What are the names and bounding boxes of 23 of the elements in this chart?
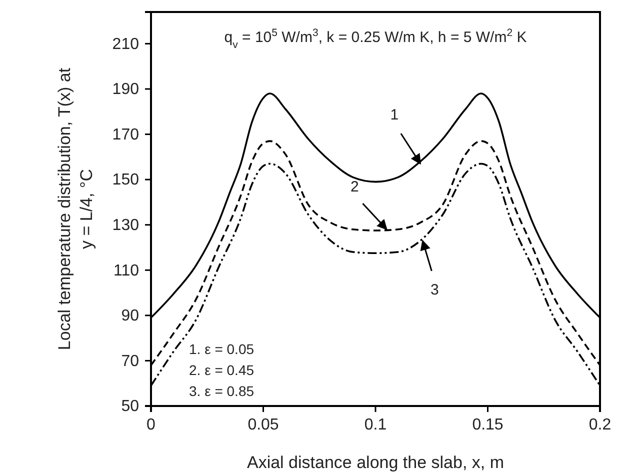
- y-axis-title: Local temperature distribution, T(x) at y = L/4, °C: [55, 68, 96, 350]
- x-tick-label: 0.15: [472, 416, 504, 434]
- y-tick-label: 130: [112, 216, 140, 234]
- y-tick-label: 110: [113, 262, 140, 280]
- y-tick-label: 90: [121, 308, 140, 325]
- y-tick-label: 150: [112, 172, 140, 189]
- annotation: 3. ε = 0.85: [189, 383, 254, 399]
- y-tick-label: 170: [112, 126, 140, 144]
- x-tick-label: 0: [146, 416, 156, 434]
- y-tick-label: 50: [121, 398, 140, 416]
- y-tick-label: 70: [121, 352, 140, 370]
- annotation: 2: [350, 178, 359, 196]
- annotation: 2. ε = 0.45: [189, 362, 254, 378]
- y-tick-label: 210: [112, 36, 140, 53]
- annotation: 1: [390, 106, 399, 124]
- annotation: 3: [430, 282, 439, 299]
- y-tick-label: 190: [112, 81, 140, 98]
- text: q$_{v}$ = 10$^{5}$ W/m$^{3}$, k = 0.25 W/m K, h = 5 W/m$^{2}$ K: [224, 27, 527, 51]
- x-tick-label: 0.2: [588, 416, 612, 434]
- x-tick-label: 0.05: [248, 416, 279, 434]
- x-axis-title: Axial distance along the slab, x, m: [246, 453, 504, 472]
- annotation: 1. ε = 0.05: [189, 341, 254, 357]
- x-tick-label: 0.1: [364, 416, 387, 434]
